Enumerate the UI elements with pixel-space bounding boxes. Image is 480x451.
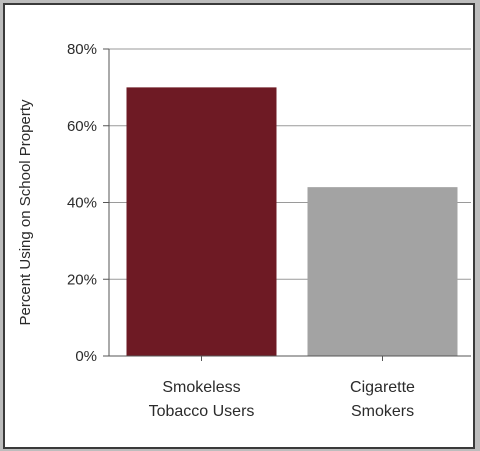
x-category-label: Smokers xyxy=(351,403,414,420)
x-category-label: Smokeless xyxy=(162,379,240,396)
bar-0 xyxy=(126,87,277,356)
labels: 0% 20% 40% 60% 80% Smokeless Tobacco Users Ciga… xyxy=(67,41,415,420)
y-tick-label: 80% xyxy=(67,41,97,58)
x-category-label: Tobacco Users xyxy=(149,403,255,420)
y-tick-label: 20% xyxy=(67,271,97,288)
y-tick-label: 0% xyxy=(75,348,97,365)
y-axis-title: Percent Using on School Property xyxy=(17,99,34,325)
axes xyxy=(103,48,471,361)
chart-frame: 0% 20% 40% 60% 80% Smokeless Tobacco Users Ciga… xyxy=(3,3,475,449)
y-tick-label: 40% xyxy=(67,195,97,212)
bar-chart: 0% 20% 40% 60% 80% Smokeless Tobacco Users Ciga… xyxy=(17,41,471,420)
bars xyxy=(126,87,458,356)
y-tick-label: 60% xyxy=(67,118,97,135)
x-category-label: Cigarette xyxy=(350,379,415,396)
bar-1 xyxy=(307,187,458,356)
